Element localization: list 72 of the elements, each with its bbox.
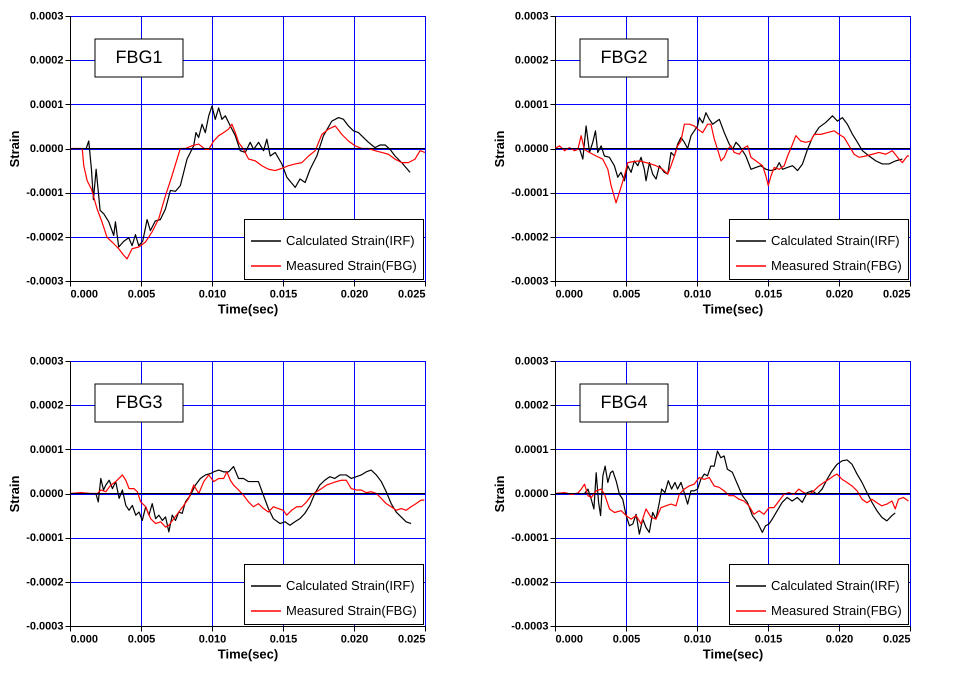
annotation: FBG2 — [600, 47, 648, 67]
y-tick-label: 0.0003 — [30, 10, 64, 22]
legend-label: Measured Strain(FBG) — [286, 258, 417, 273]
y-tick-label: -0.0003 — [511, 276, 548, 288]
x-axis-title: Time(sec) — [702, 302, 764, 316]
x-tick-label: 0.025 — [398, 288, 426, 300]
annotation: FBG3 — [115, 392, 163, 412]
x-tick-label: 0.010 — [198, 288, 226, 300]
y-tick-label: 0.0001 — [30, 98, 64, 111]
legend-label: Measured Strain(FBG) — [771, 258, 902, 273]
x-tick-label: 0.005 — [612, 288, 640, 300]
y-tick-label: -0.0003 — [26, 620, 64, 632]
y-tick-label: 0.0001 — [514, 98, 548, 111]
y-tick-label: -0.0002 — [511, 231, 548, 244]
annotation: FBG1 — [115, 47, 163, 67]
y-tick-label: 0.0003 — [30, 356, 64, 368]
annotation: FBG4 — [600, 392, 648, 412]
y-tick-label: 0.0001 — [30, 444, 64, 456]
x-tick-label: 0.005 — [128, 288, 156, 300]
y-tick-label: -0.0001 — [511, 187, 548, 200]
x-tick-label: 0.000 — [70, 634, 98, 646]
x-tick-label: 0.000 — [556, 288, 584, 300]
y-tick-label: -0.0003 — [511, 620, 548, 632]
y-tick-label: -0.0001 — [26, 187, 64, 200]
y-tick-label: 0.0003 — [514, 356, 548, 368]
legend-label: Measured Strain(FBG) — [286, 603, 417, 618]
y-tick-label: 0.0000 — [514, 143, 548, 155]
x-tick-label: 0.015 — [754, 634, 782, 646]
x-tick-label: 0.020 — [826, 288, 854, 300]
legend-label: Calculated Strain(IRF) — [771, 578, 900, 593]
x-tick-label: 0.020 — [826, 634, 854, 646]
y-tick-label: -0.0001 — [26, 532, 64, 544]
x-tick-label: 0.000 — [556, 634, 584, 646]
x-tick-label: 0.025 — [398, 634, 426, 646]
x-tick-label: 0.015 — [754, 288, 782, 300]
legend-label: Calculated Strain(IRF) — [286, 578, 415, 593]
x-tick-label: 0.015 — [270, 634, 298, 646]
x-tick-label: 0.010 — [198, 634, 226, 646]
x-tick-label: 0.005 — [128, 634, 156, 646]
x-tick-label: 0.010 — [684, 288, 712, 300]
x-tick-label: 0.000 — [70, 288, 98, 300]
y-tick-label: 0.0000 — [30, 488, 64, 500]
x-tick-label: 0.025 — [882, 288, 910, 300]
y-tick-label: -0.0002 — [26, 231, 64, 244]
x-axis-title: Time(sec) — [218, 646, 278, 662]
y-tick-label: -0.0003 — [26, 276, 64, 288]
x-tick-label: 0.015 — [270, 288, 298, 300]
y-tick-label: 0.0000 — [30, 143, 64, 155]
y-tick-label: -0.0002 — [26, 576, 64, 588]
x-axis-title: Time(sec) — [218, 302, 278, 316]
y-axis-title: Strain — [492, 476, 508, 512]
x-tick-label: 0.010 — [684, 634, 712, 646]
legend-label: Calculated Strain(IRF) — [286, 233, 415, 248]
y-tick-label: 0.0002 — [30, 400, 64, 412]
x-tick-label: 0.025 — [882, 634, 910, 646]
y-tick-label: -0.0002 — [511, 576, 548, 588]
y-tick-label: 0.0002 — [514, 400, 548, 412]
legend-label: Measured Strain(FBG) — [771, 603, 902, 618]
y-tick-label: 0.0000 — [514, 488, 548, 500]
x-tick-label: 0.020 — [340, 288, 368, 300]
y-tick-label: 0.0001 — [514, 444, 548, 456]
y-axis-title: Strain — [492, 130, 508, 168]
y-tick-label: 0.0002 — [514, 54, 548, 67]
y-axis-title: Strain — [7, 476, 22, 512]
x-tick-label: 0.005 — [612, 634, 640, 646]
y-tick-label: 0.0003 — [514, 10, 548, 22]
legend-label: Calculated Strain(IRF) — [771, 233, 900, 248]
y-tick-label: -0.0001 — [511, 532, 548, 544]
y-tick-label: 0.0002 — [30, 54, 64, 67]
x-axis-title: Time(sec) — [702, 646, 764, 662]
y-axis-title: Strain — [7, 130, 22, 168]
x-tick-label: 0.020 — [340, 634, 368, 646]
